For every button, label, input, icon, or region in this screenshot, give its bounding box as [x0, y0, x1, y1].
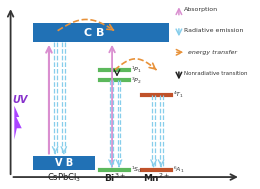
Text: energy transfer: energy transfer	[188, 50, 237, 55]
Text: V B: V B	[55, 158, 73, 168]
Text: $^6A_1$: $^6A_1$	[173, 164, 184, 175]
Text: UV: UV	[13, 95, 28, 105]
Text: $^1S_0$: $^1S_0$	[131, 164, 142, 175]
Text: CsPbCl$_3$: CsPbCl$_3$	[47, 171, 81, 184]
Text: $^4T_1$: $^4T_1$	[173, 89, 184, 100]
Text: Absorption: Absorption	[184, 7, 218, 12]
Text: $^1P_1$: $^1P_1$	[131, 65, 142, 75]
Text: $^3P_2$: $^3P_2$	[131, 75, 142, 86]
Text: Radiative emission: Radiative emission	[184, 28, 243, 33]
Polygon shape	[14, 106, 22, 139]
Text: Bi$^{3+}$: Bi$^{3+}$	[103, 171, 126, 184]
Bar	[33, 23, 169, 42]
Text: C B: C B	[84, 28, 104, 38]
Bar	[33, 156, 95, 170]
Text: Nonradiative transition: Nonradiative transition	[184, 71, 247, 76]
Text: Mn$^{2+}$: Mn$^{2+}$	[143, 171, 170, 184]
